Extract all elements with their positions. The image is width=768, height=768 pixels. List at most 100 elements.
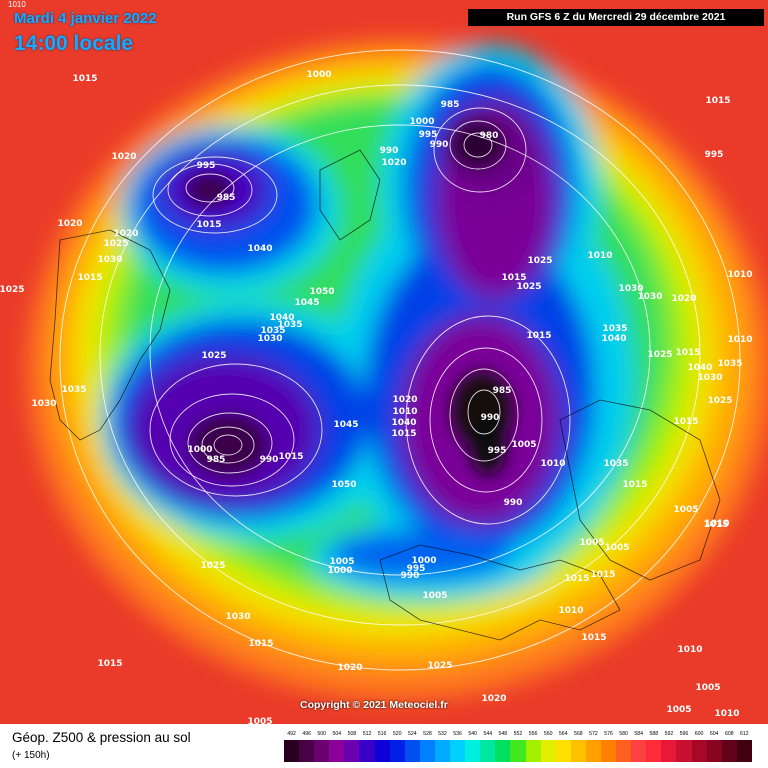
scale-color-swatch	[510, 740, 526, 762]
scale-color-swatch	[600, 740, 617, 762]
pressure-label: 1020	[337, 663, 362, 673]
pressure-label: 995	[407, 564, 426, 574]
scale-color-swatch	[450, 740, 466, 762]
scale-color-swatch	[419, 740, 435, 762]
pressure-label: 1035	[603, 459, 628, 469]
pressure-label: 1025	[707, 396, 732, 406]
pressure-label: 1040	[601, 334, 626, 344]
pressure-label: 1005	[511, 440, 536, 450]
scale-tick-label: 588	[649, 731, 659, 737]
scale-tick-label: 576	[604, 731, 613, 737]
scale-color-swatch	[706, 740, 722, 762]
pressure-label: 990	[430, 140, 449, 150]
scale-tick-label: 528	[423, 731, 432, 737]
scale-tick-label: 556	[528, 731, 538, 737]
scale-tick-label: 504	[332, 731, 342, 737]
pressure-label: 1050	[331, 480, 356, 490]
pressure-label: 1040	[687, 363, 712, 373]
pressure-label: 990	[260, 455, 279, 465]
pressure-label: 1025	[0, 285, 25, 295]
scale-color-swatch	[616, 740, 632, 762]
scale-tick-label: 604	[709, 731, 719, 737]
pressure-label: 1010	[558, 606, 583, 616]
pressure-label: 1015	[581, 633, 606, 643]
pressure-label: 1005	[579, 538, 604, 548]
pressure-label: 1015	[97, 659, 122, 669]
scale-tick-label: 532	[438, 731, 447, 737]
pressure-label: 1015	[675, 348, 700, 358]
isobars	[59, 49, 741, 671]
scale-tick-label: 564	[558, 731, 568, 737]
pressure-label: 1030	[618, 284, 643, 294]
scale-tick-label: 512	[362, 731, 372, 737]
pressure-label: 1020	[111, 152, 136, 162]
scale-color-swatch	[661, 740, 677, 762]
pressure-label: 1030	[97, 255, 122, 265]
pressure-label: 990	[504, 498, 523, 508]
pressure-label: 1020	[381, 158, 406, 168]
pressure-label: 1025	[516, 282, 541, 292]
pressure-label: 1010	[677, 645, 702, 655]
pressure-label: 1010	[704, 519, 729, 529]
pressure-label: 1010	[714, 709, 739, 719]
scale-tick-label: 572	[589, 731, 598, 737]
scale-tick-label: 520	[392, 731, 402, 737]
pressure-label: 980	[480, 131, 499, 141]
pressure-label: 1035	[260, 326, 285, 336]
product-title: Géop. Z500 & pression au sol	[12, 730, 191, 745]
pressure-label: 1010	[727, 335, 752, 345]
pressure-label: 1040	[391, 418, 416, 428]
scale-tick-label: 540	[468, 731, 477, 737]
pressure-label: 1020	[392, 395, 417, 405]
pressure-label: 1000	[411, 556, 436, 566]
pressure-label: 990	[481, 413, 500, 423]
scale-color-swatch	[495, 740, 511, 762]
pressure-label: 1025	[527, 256, 552, 266]
pressure-label: 1035	[61, 385, 86, 395]
pressure-label: 1005	[666, 705, 691, 715]
scale-color-swatch	[525, 740, 541, 762]
pressure-label: 1025	[103, 239, 128, 249]
scale-tick-label: 496	[302, 731, 311, 737]
forecast-time: 14:00 locale	[14, 32, 134, 55]
pressure-label: 990	[401, 571, 420, 581]
forecast-date: Mardi 4 janvier 2022	[14, 10, 157, 27]
pressure-label: 995	[705, 150, 724, 160]
pressure-label-layer: 1015 1000 990 1020 995 985 1000 995 990 …	[0, 70, 753, 724]
pressure-label: 1040	[247, 244, 272, 254]
scale-tick-label: 608	[724, 731, 734, 737]
pressure-label: 1015	[501, 273, 526, 283]
scale-color-swatch	[284, 740, 300, 762]
pressure-label: 985	[441, 100, 460, 110]
pressure-label: 1040	[269, 313, 294, 323]
copyright-notice: Copyright © 2021 Meteociel.fr	[300, 699, 448, 711]
pressure-label: 1015	[564, 574, 589, 584]
scale-color-swatch	[555, 740, 571, 762]
pressure-label: 1020	[481, 694, 506, 704]
scale-color-swatch	[585, 740, 601, 762]
scale-color-swatch	[631, 740, 647, 762]
scale-tick-label: 544	[483, 731, 493, 737]
pressure-label: 1030	[637, 292, 662, 302]
scale-tick-label: 500	[317, 731, 327, 737]
scale-color-swatch	[736, 740, 752, 762]
pressure-label: 1015	[705, 96, 730, 106]
pressure-label: 1010	[727, 270, 752, 280]
pressure-label: 995	[419, 130, 438, 140]
scale-color-swatch	[465, 740, 481, 762]
scale-tick-label: 600	[694, 731, 704, 737]
scale-tick-label: 596	[679, 731, 689, 737]
pressure-label: 1020	[57, 219, 82, 229]
pressure-label: 1005	[247, 717, 272, 724]
pressure-label: 1000	[187, 445, 212, 455]
color-scale-swatches	[284, 740, 752, 762]
pressure-label: 1015	[77, 273, 102, 283]
pressure-label: 1015	[703, 520, 728, 530]
scale-tick-label: 552	[513, 731, 523, 737]
pressure-label: 985	[217, 193, 236, 203]
pressure-label: 1030	[697, 373, 722, 383]
pressure-label: 1025	[201, 351, 226, 361]
scale-tick-label: 560	[543, 731, 553, 737]
pressure-label: 1050	[309, 287, 334, 297]
scale-color-swatch	[480, 740, 496, 762]
